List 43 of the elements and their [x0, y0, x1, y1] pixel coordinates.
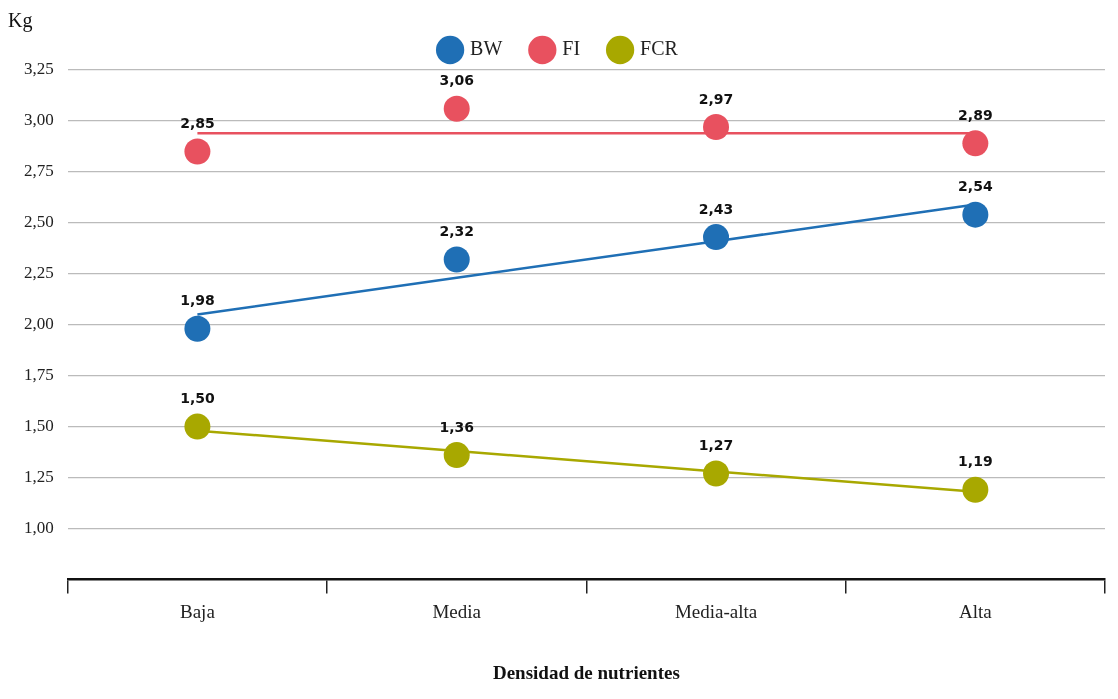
data-label: 1,36: [439, 418, 474, 435]
point: [703, 224, 730, 251]
data-label: 1,50: [180, 390, 215, 407]
legend-label: FCR: [640, 37, 679, 60]
data-label: 2,89: [958, 106, 993, 123]
y-tick-label: 1,50: [24, 416, 54, 436]
x-tick-label: Media-alta: [674, 600, 758, 622]
x-tick-label: Baja: [179, 600, 216, 622]
data-label: 2,32: [439, 223, 474, 240]
data-label: 2,85: [180, 115, 215, 132]
y-tick-label: 2,50: [24, 212, 54, 232]
data-label: 1,98: [180, 292, 215, 309]
data-label: 3,06: [439, 72, 474, 89]
point: [962, 476, 989, 503]
y-tick-label: 2,00: [24, 314, 54, 334]
x-tick-label: Alta: [958, 600, 993, 622]
data-label: 1,27: [698, 437, 734, 454]
y-tick-label: 3,25: [24, 59, 54, 79]
data-label: 2,54: [958, 178, 993, 195]
point: [703, 114, 730, 141]
y-tick-label: 2,75: [24, 161, 54, 181]
legend-label: FI: [562, 37, 581, 60]
data-label: 2,43: [698, 200, 734, 217]
y-tick-label: 1,25: [24, 466, 54, 486]
legend-label: BW: [470, 37, 503, 60]
data-label: 1,19: [958, 453, 993, 470]
point: [703, 460, 730, 487]
x-axis-title: Densidad de nutrientes: [492, 661, 680, 683]
point: [443, 442, 470, 469]
x-tick-label: Media: [432, 600, 482, 622]
y-tick-label: 2,25: [24, 263, 54, 283]
point: [443, 246, 470, 273]
point: [184, 138, 211, 165]
y-tick-label: 1,75: [24, 365, 54, 385]
point: [962, 130, 989, 157]
y-tick-label: 1,00: [24, 517, 54, 537]
point: [184, 315, 211, 342]
point: [443, 95, 470, 122]
point: [962, 201, 989, 228]
y-tick-label: 3,00: [24, 110, 54, 130]
y-axis-title: Kg: [8, 9, 33, 33]
point: [184, 413, 211, 440]
data-label: 2,97: [698, 90, 734, 107]
